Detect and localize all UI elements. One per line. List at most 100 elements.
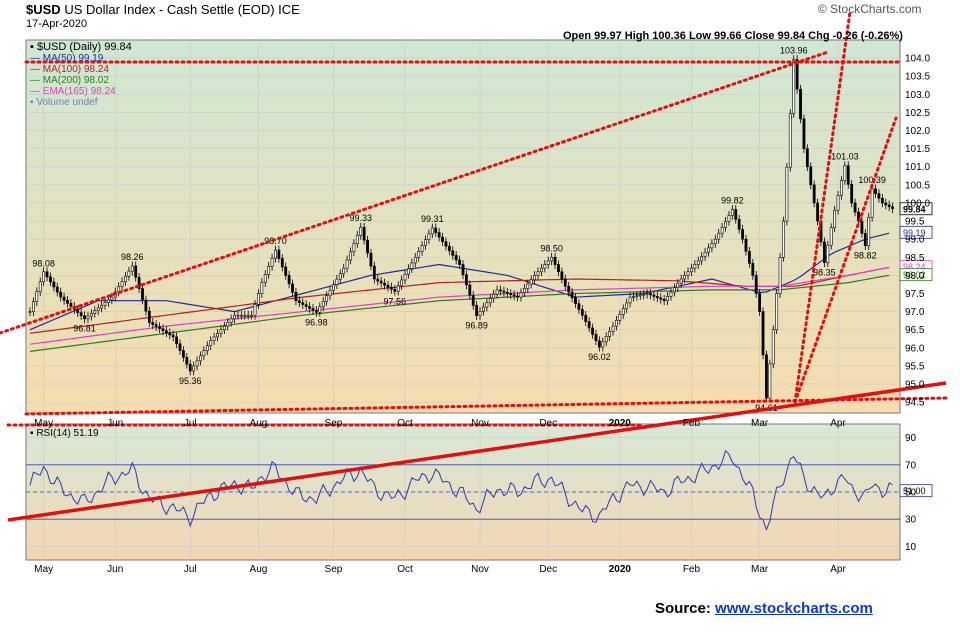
candle-body [499,289,502,292]
candle-body [884,202,888,206]
price-annotation: 96.81 [73,323,96,333]
candle-body [696,260,700,265]
candle-body [522,288,526,294]
candle-body [693,264,697,269]
candle-body [775,293,779,331]
candle-body [294,291,298,302]
legend-ma200: — MA(200) 98.02 [30,75,109,86]
right-value-label: 98.02 [903,270,926,280]
rsi-x-tick-label: May [34,564,53,575]
candle-body [700,256,704,262]
candle-body [38,281,42,292]
candle-body [604,336,608,343]
candle-body [120,281,124,288]
price-annotation: 98.08 [32,258,55,268]
rsi-legend: ▪ RSI(14) 51.19 [30,428,99,439]
candle-body [488,298,492,304]
rsi-x-tick-label: Dec [539,564,557,575]
candle-body [468,284,472,296]
candle-body [420,245,424,252]
legend-main: ▪ $USD (Daily) 99.84 [30,41,132,53]
candle-body [662,298,666,302]
candle-body [843,165,847,181]
candle-body [164,330,168,334]
rsi-value-box [899,484,933,498]
candle-body [62,296,66,301]
candle-body [192,365,196,372]
candle-body [816,202,819,222]
candle-body [502,290,506,293]
price-panel-bg [25,39,901,414]
candle-body [812,184,816,204]
candle-body [737,219,741,230]
candle-body [437,232,441,238]
candle-body [42,271,46,283]
legend-main-label: $USD (Daily) 99.84 [36,41,132,53]
candle-body [642,293,646,296]
candle-body [802,118,806,149]
candle-body [222,325,226,331]
candle-body [233,314,236,320]
candle-body [863,233,867,246]
candle-body [417,251,421,258]
title-exchange: ICE [278,2,300,17]
candle-body [314,310,318,313]
rsi-x-tick-label: Sep [325,564,343,575]
candle-body [297,300,301,303]
candle-body [103,302,107,306]
candle-body [724,221,727,228]
candle-body [229,318,233,323]
rsi-x-tick-label: Jun [107,564,123,575]
candle-body [304,304,308,307]
candle-body [560,271,564,280]
candle-body [877,193,881,199]
candle-body [178,343,182,351]
candle-body [366,239,369,254]
candle-body [430,227,434,235]
rsi-x-tick-label: Feb [683,564,701,575]
candle-body [679,278,683,284]
rsi-x-tick-label: Apr [830,564,846,575]
candle-body [495,289,499,295]
candle-body [686,271,690,276]
candle-body [369,252,373,267]
candle-body [362,226,366,241]
candle-body [833,209,837,229]
candle-body [355,235,359,244]
candle-body [335,278,339,286]
source-link[interactable]: www.stockcharts.com [715,600,873,617]
candle-body [778,256,782,294]
candle-body [594,334,598,342]
candle-body [407,268,410,275]
candle-body [765,354,768,399]
candle-body [427,233,431,240]
price-annotation: 98.70 [264,236,287,246]
candle-body [638,294,642,297]
candle-body [788,113,792,168]
candle-body [226,322,230,327]
candle-body [669,291,673,297]
candle-body [243,314,247,317]
candle-body [202,350,206,357]
candle-body [49,276,52,283]
legend-ma100: — MA(100) 98.24 [30,64,109,75]
candle-body [860,220,864,234]
price-y-tick-label: 100.5 [905,180,930,191]
candle-body [219,329,223,334]
price-annotation: 100.39 [858,175,886,185]
candle-body [874,188,877,194]
price-x-tick-label: Nov [471,418,489,429]
right-value-box [899,268,933,282]
candle-body [703,251,707,257]
candle-body [124,276,127,282]
candle-body [580,309,584,316]
candle-body [744,238,748,252]
candle-body [713,238,717,244]
price-x-tick-label: May [34,418,53,429]
candle-body [891,206,894,210]
price-y-tick-label: 99.0 [905,235,925,246]
candle-body [870,188,874,218]
candle-body [325,295,329,302]
candle-body [645,293,649,295]
candle-body [93,310,97,314]
